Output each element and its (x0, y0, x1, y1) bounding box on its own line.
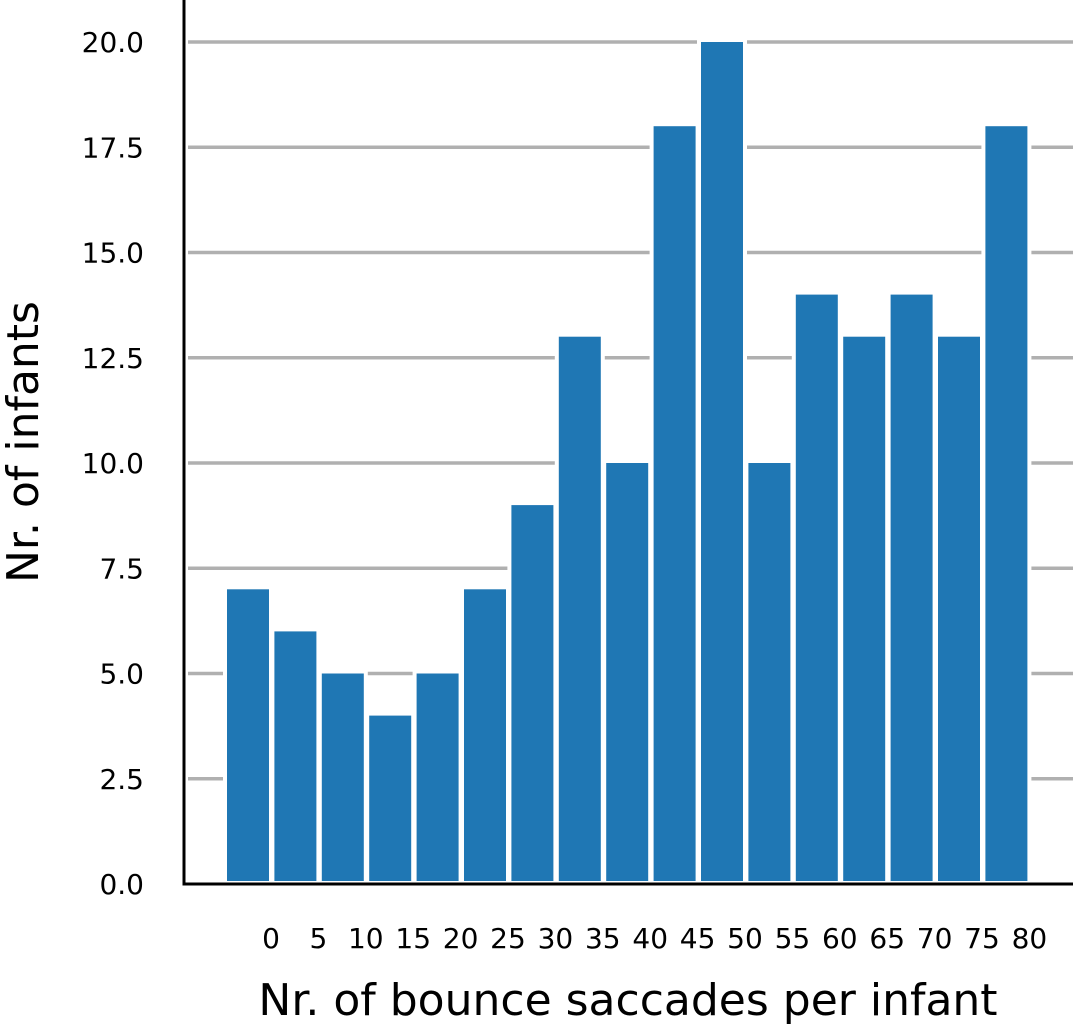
x-tick-label: 30 (538, 922, 574, 955)
x-tick-label: 40 (632, 922, 668, 955)
x-tick-label: 20 (443, 922, 479, 955)
y-tick-label: 15.0 (82, 237, 144, 270)
bars (223, 38, 1032, 886)
bar (270, 627, 321, 886)
y-tick-label: 5.0 (99, 658, 144, 691)
x-tick-label: 15 (395, 922, 431, 955)
x-tick-label: 45 (680, 922, 716, 955)
bar (981, 122, 1032, 885)
y-tick-label: 12.5 (82, 342, 144, 375)
x-tick-label: 5 (309, 922, 327, 955)
bar (649, 122, 700, 885)
bar (886, 290, 937, 886)
x-axis-title: Nr. of bounce saccades per infant (258, 975, 997, 1026)
x-tick-labels: 0 5 10 15 20 25 30 35 40 45 50 55 60 65 70 75 80 (262, 922, 1047, 955)
bar (317, 669, 368, 885)
bar (839, 332, 890, 885)
bar (365, 711, 416, 885)
y-tick-label: 7.5 (99, 552, 144, 585)
y-tick-label: 2.5 (99, 763, 144, 796)
x-tick-label: 10 (348, 922, 384, 955)
y-tick-label: 0.0 (99, 868, 144, 901)
bar (412, 669, 463, 885)
y-tick-label: 10.0 (82, 447, 144, 480)
bar (507, 501, 558, 885)
bar (223, 585, 273, 885)
bar (554, 332, 605, 885)
x-tick-label: 35 (585, 922, 621, 955)
x-tick-label: 70 (917, 922, 953, 955)
y-tick-label: 17.5 (82, 131, 144, 164)
x-tick-label: 55 (775, 922, 811, 955)
bar (934, 332, 984, 885)
x-tick-label: 65 (869, 922, 905, 955)
x-tick-label: 25 (490, 922, 526, 955)
bar (697, 38, 747, 885)
y-tick-label: 20.0 (82, 26, 144, 59)
y-axis-title: Nr. of infants (0, 301, 49, 583)
x-tick-label: 50 (727, 922, 763, 955)
bar (791, 290, 842, 886)
x-tick-label: 75 (964, 922, 1000, 955)
x-tick-label: 0 (262, 922, 280, 955)
bar (460, 585, 510, 885)
y-tick-labels: 0.0 2.5 5.0 7.5 10.0 12.5 15.0 17.5 20.0 (82, 26, 144, 901)
bar (602, 459, 653, 885)
x-tick-label: 80 (1012, 922, 1048, 955)
bar (744, 459, 795, 885)
x-tick-label: 60 (822, 922, 858, 955)
